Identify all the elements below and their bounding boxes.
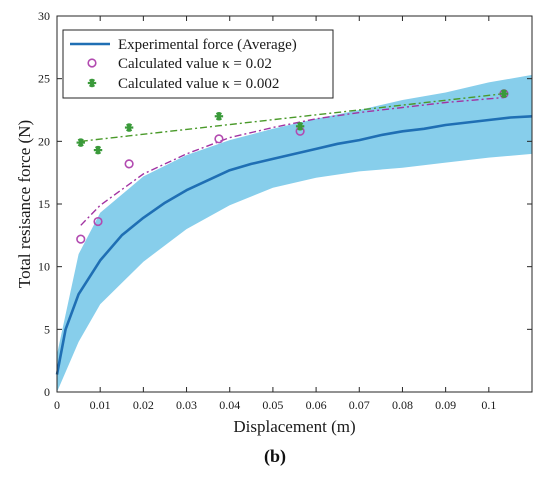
y-axis-title: Total resisance force (N)	[15, 120, 34, 288]
point-kappa_002-1	[93, 216, 103, 227]
point-kappa_0002-5	[499, 89, 509, 98]
uncertainty-band	[57, 74, 532, 393]
point-kappa_0002-4	[295, 122, 305, 131]
point-kappa_0002-3	[214, 112, 224, 121]
x-tick-label-8: 0.08	[392, 398, 413, 412]
uncertainty-band-layer	[57, 74, 532, 393]
legend-asterisk-marker	[87, 78, 97, 88]
point-kappa_0002-1	[93, 145, 103, 155]
fit-line-kappa_0002_fit	[80, 93, 504, 142]
x-tick-label-4: 0.04	[219, 398, 240, 412]
point-kappa_002-2	[124, 159, 134, 169]
x-axis-ticks: 0 0.01 0.02 0.03 0.04 0.05 0.06 0.07 0.08 0.09 0.1	[54, 16, 496, 412]
point-kappa_0002-0	[76, 138, 85, 147]
legend-label-kappa-0002: Calculated value κ = 0.002	[118, 76, 279, 92]
x-tick-label-7: 0.07	[349, 398, 370, 412]
point-kappa_002-3	[214, 134, 224, 144]
legend-symbol-kappa-0002	[87, 78, 97, 88]
x-tick-label-2: 0.02	[133, 398, 154, 412]
x-tick-label-5: 0.05	[262, 398, 283, 412]
y-tick-label-6: 30	[38, 9, 50, 23]
y-tick-label-5: 25	[38, 72, 50, 86]
legend-box	[62, 29, 334, 99]
series-line-experimental	[55, 115, 533, 375]
fit-line-kappa_002_fit	[80, 96, 504, 226]
legend-label-kappa-002: Calculated value κ = 0.02	[118, 56, 272, 72]
y-tick-label-4: 20	[38, 134, 50, 148]
x-tick-label-0: 0	[54, 398, 60, 412]
y-axis-ticks: 0 5 10 15 20 25 30	[38, 9, 532, 399]
y-tick-label-3: 15	[38, 197, 50, 211]
x-tick-label-9: 0.09	[435, 398, 456, 412]
panel-label: (b)	[264, 446, 286, 466]
x-tick-label-6: 0.06	[306, 398, 327, 412]
legend-symbol-kappa-002	[87, 58, 97, 68]
point-kappa_002-0	[76, 234, 86, 244]
point-kappa_0002-2	[124, 123, 134, 132]
y-tick-label-0: 0	[44, 385, 50, 399]
y-tick-label-2: 10	[38, 260, 50, 274]
legend: Experimental force (Average) Calculated …	[62, 29, 334, 99]
x-axis-title: Displacement (m)	[233, 417, 355, 436]
x-tick-label-1: 0.01	[90, 398, 111, 412]
series-layer	[55, 89, 533, 375]
legend-label-experimental: Experimental force (Average)	[118, 37, 297, 53]
y-tick-label-1: 5	[44, 322, 50, 336]
x-tick-label-10: 0.1	[481, 398, 496, 412]
x-tick-label-3: 0.03	[176, 398, 197, 412]
